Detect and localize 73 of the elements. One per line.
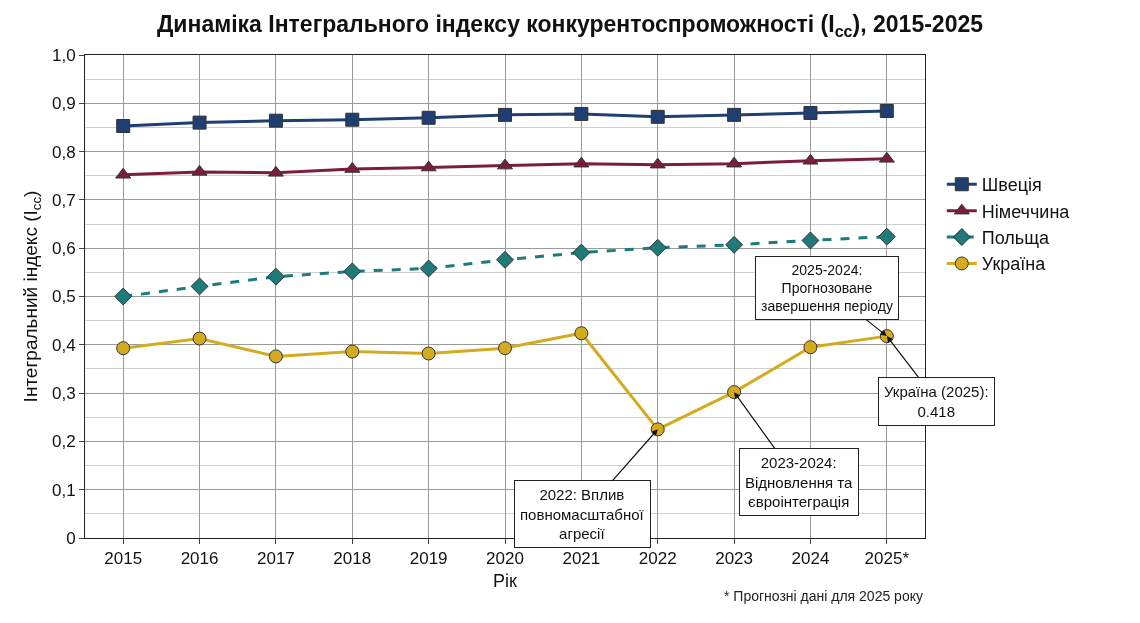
point bbox=[116, 119, 131, 133]
point bbox=[192, 331, 207, 346]
point bbox=[801, 231, 820, 250]
y-tick-label: 0,4 bbox=[51, 335, 76, 355]
y-tick-label: 0,7 bbox=[51, 190, 76, 210]
point bbox=[877, 227, 896, 246]
text: * Прогнозні дані для 2025 року bbox=[724, 588, 923, 604]
point bbox=[726, 156, 743, 168]
point bbox=[268, 113, 283, 128]
annotation: Україна (2025): 0.418 bbox=[884, 383, 989, 420]
x-tick-label: 2023 bbox=[715, 549, 753, 569]
legend-label: Швеція bbox=[981, 175, 1042, 196]
point bbox=[268, 349, 283, 364]
y-tick-label: 0,2 bbox=[51, 432, 76, 452]
point bbox=[572, 243, 591, 262]
point bbox=[803, 340, 818, 355]
point bbox=[802, 153, 819, 165]
point bbox=[496, 250, 514, 269]
annotation: 2022: Вплив повномасштабної агресії bbox=[520, 486, 645, 542]
point bbox=[648, 238, 667, 257]
point bbox=[267, 165, 284, 177]
x-tick-label: 2017 bbox=[257, 549, 295, 569]
point bbox=[419, 259, 438, 278]
y-tick-label: 0,8 bbox=[51, 142, 76, 162]
point bbox=[114, 287, 133, 306]
point bbox=[649, 157, 666, 169]
point bbox=[420, 160, 437, 172]
point bbox=[573, 156, 590, 168]
point bbox=[421, 346, 436, 361]
point bbox=[879, 104, 894, 119]
annotation: 2023-2024: Відновлення та євроінтеграція bbox=[745, 454, 853, 510]
point bbox=[266, 267, 285, 286]
point bbox=[574, 106, 589, 121]
point bbox=[650, 109, 665, 124]
point bbox=[191, 164, 208, 176]
x-tick-label: 2016 bbox=[180, 549, 219, 569]
y-tick-label: 0,5 bbox=[51, 287, 76, 307]
point bbox=[498, 107, 512, 122]
point bbox=[190, 277, 209, 296]
point bbox=[344, 161, 361, 173]
point bbox=[345, 344, 360, 359]
annotation: 2025-2024: Прогнозоване завершення періоду bbox=[761, 262, 893, 315]
point bbox=[727, 107, 742, 122]
x-tick-label: 2025* bbox=[864, 549, 910, 569]
point bbox=[115, 167, 132, 179]
point bbox=[116, 341, 131, 356]
y-tick-label: 0 bbox=[66, 528, 76, 548]
x-tick-label: 2018 bbox=[333, 549, 372, 569]
x-tick-label: 2020 bbox=[486, 549, 524, 569]
point bbox=[878, 151, 895, 163]
point bbox=[343, 262, 362, 281]
x-tick-label: 2021 bbox=[562, 549, 601, 569]
point bbox=[574, 326, 589, 341]
point bbox=[803, 105, 818, 120]
x-tick-label: 2015 bbox=[104, 549, 143, 569]
point bbox=[345, 112, 360, 127]
point bbox=[498, 341, 512, 356]
y-tick-label: 0,3 bbox=[51, 384, 76, 404]
x-tick-label: 2019 bbox=[409, 549, 448, 569]
y-tick-label: 0,1 bbox=[51, 480, 76, 500]
x-tick-label: 2024 bbox=[791, 549, 830, 569]
y-tick-label: 1,0 bbox=[51, 45, 76, 65]
y-tick-label: 0,6 bbox=[51, 239, 76, 259]
chart-title: Динаміка Інтегрального індексу конкурентоспроможності (I$_{cc}$), 2015-2025 bbox=[156, 10, 984, 40]
legend-label: Німеччина bbox=[981, 201, 1071, 222]
legend-label: Україна bbox=[981, 254, 1047, 275]
point bbox=[725, 235, 744, 254]
point bbox=[421, 110, 436, 125]
x-tick-label: 2022 bbox=[638, 549, 677, 569]
x-axis-title: Рік bbox=[493, 570, 518, 591]
point bbox=[192, 115, 207, 130]
y-tick-label: 0,9 bbox=[51, 94, 76, 114]
legend-label: Польща bbox=[981, 228, 1051, 249]
